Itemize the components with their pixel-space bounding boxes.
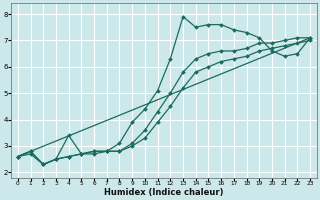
X-axis label: Humidex (Indice chaleur): Humidex (Indice chaleur) — [104, 188, 224, 197]
